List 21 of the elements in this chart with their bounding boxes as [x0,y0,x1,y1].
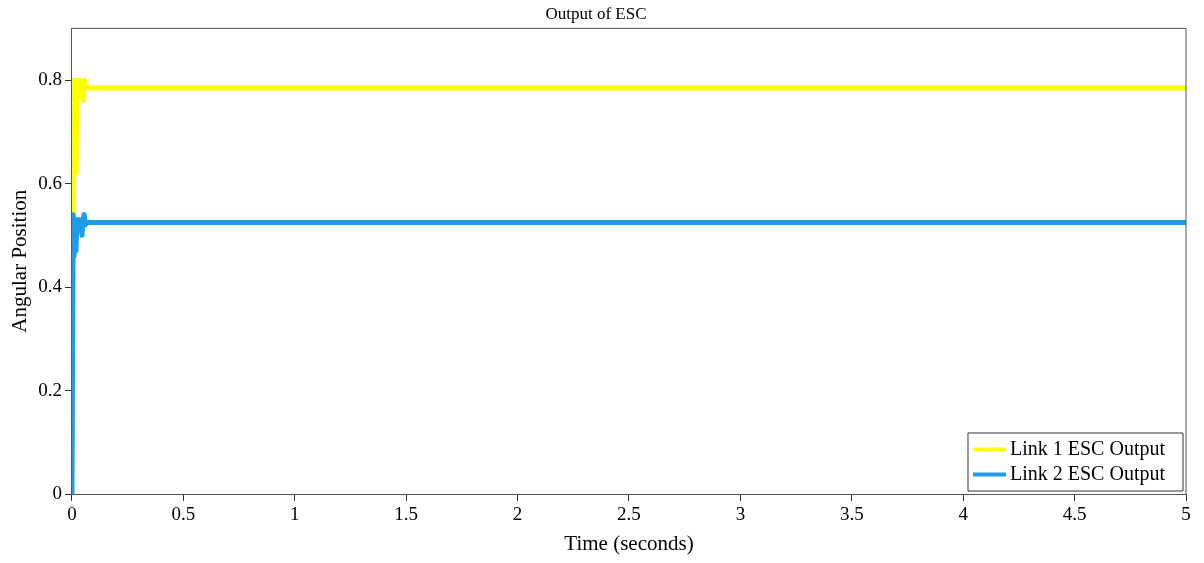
y-tick-label: 0 [52,481,62,503]
x-tick-label: 4.5 [1062,503,1087,525]
x-tick-label: 1 [290,503,300,525]
x-axis-title: Time (seconds) [564,530,694,555]
x-tick-label: 2 [512,503,523,525]
legend-label: Link 2 ESC Output [1009,461,1166,485]
x-tick-label: 5 [1181,503,1191,525]
x-tick-label: 0 [67,503,77,525]
chart-title: Output of ESC [545,3,647,23]
y-tick-label: 0.8 [38,68,62,90]
y-tick-label: 0.2 [38,378,62,400]
legend-label: Link 1 ESC Output [1009,436,1166,460]
y-tick-label: 0.6 [38,171,62,193]
x-tick-label: 2.5 [617,503,641,525]
x-tick-label: 4 [958,503,969,525]
x-tick-label: 3.5 [839,503,864,525]
x-tick-label: 3 [735,503,746,525]
y-axis-title: Angular Position [7,189,32,333]
x-tick-label: 1.5 [394,503,419,525]
x-tick-label: 0.5 [171,503,196,525]
y-tick-label: 0.4 [38,275,63,297]
